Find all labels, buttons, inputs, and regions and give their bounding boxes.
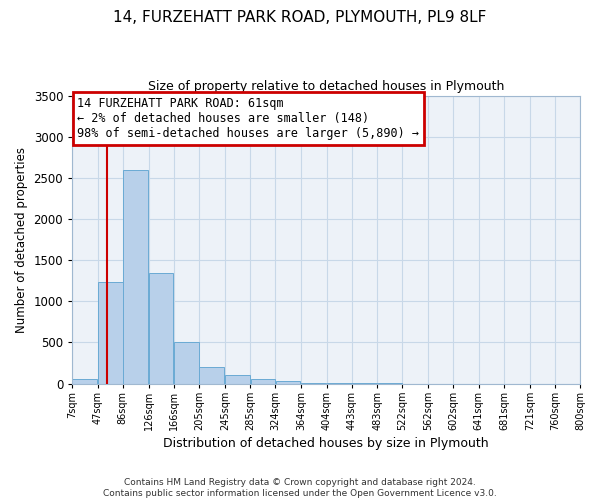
Bar bbox=[275, 381, 300, 384]
Bar bbox=[175, 342, 199, 384]
Y-axis label: Number of detached properties: Number of detached properties bbox=[15, 146, 28, 332]
Bar bbox=[149, 272, 173, 384]
Bar bbox=[225, 374, 250, 384]
Bar bbox=[98, 282, 122, 384]
Bar bbox=[123, 170, 148, 384]
Text: Contains HM Land Registry data © Crown copyright and database right 2024.
Contai: Contains HM Land Registry data © Crown c… bbox=[103, 478, 497, 498]
Text: 14, FURZEHATT PARK ROAD, PLYMOUTH, PL9 8LF: 14, FURZEHATT PARK ROAD, PLYMOUTH, PL9 8… bbox=[113, 10, 487, 25]
X-axis label: Distribution of detached houses by size in Plymouth: Distribution of detached houses by size … bbox=[163, 437, 489, 450]
Bar bbox=[73, 380, 97, 384]
Text: 14 FURZEHATT PARK ROAD: 61sqm
← 2% of detached houses are smaller (148)
98% of s: 14 FURZEHATT PARK ROAD: 61sqm ← 2% of de… bbox=[77, 97, 419, 140]
Bar bbox=[199, 367, 224, 384]
Title: Size of property relative to detached houses in Plymouth: Size of property relative to detached ho… bbox=[148, 80, 504, 93]
Bar bbox=[251, 379, 275, 384]
Bar bbox=[301, 383, 326, 384]
